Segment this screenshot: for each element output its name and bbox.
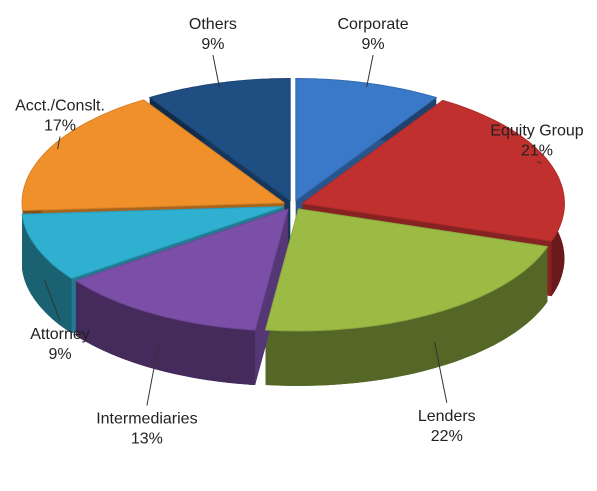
slice-value-label: 13%: [131, 431, 163, 448]
slice: [295, 78, 438, 202]
slice: [21, 206, 284, 279]
slice-label: Equity Group: [490, 123, 583, 140]
slice-side: [265, 246, 548, 386]
slice-value-label: 21%: [521, 143, 553, 160]
slice: [74, 208, 289, 331]
leader-line: [44, 279, 61, 322]
slice-label: Attorney: [30, 326, 90, 343]
leader-line: [212, 54, 220, 87]
slice: [301, 99, 565, 242]
slice: [21, 99, 286, 212]
leader-line: [366, 54, 374, 87]
slice-value-label: 17%: [44, 118, 76, 135]
slice-label: Others: [189, 16, 237, 33]
leader-line: [146, 343, 160, 406]
slice-side: [75, 280, 256, 385]
slice-value-label: 9%: [48, 346, 71, 363]
slice-value-label: 9%: [362, 36, 385, 53]
slice-value-label: 22%: [431, 428, 463, 445]
leader-line: [434, 341, 448, 403]
leader-line: [57, 136, 61, 150]
slice-label: Acct./Conslt.: [15, 98, 105, 115]
slice-label: Intermediaries: [96, 411, 197, 428]
slice: [148, 78, 291, 202]
slice-label: Lenders: [418, 408, 476, 425]
slice: [264, 208, 549, 332]
slice-value-label: 9%: [201, 36, 224, 53]
slice-side: [22, 214, 72, 334]
leader-line: [536, 161, 542, 164]
slice-label: Corporate: [337, 16, 408, 33]
